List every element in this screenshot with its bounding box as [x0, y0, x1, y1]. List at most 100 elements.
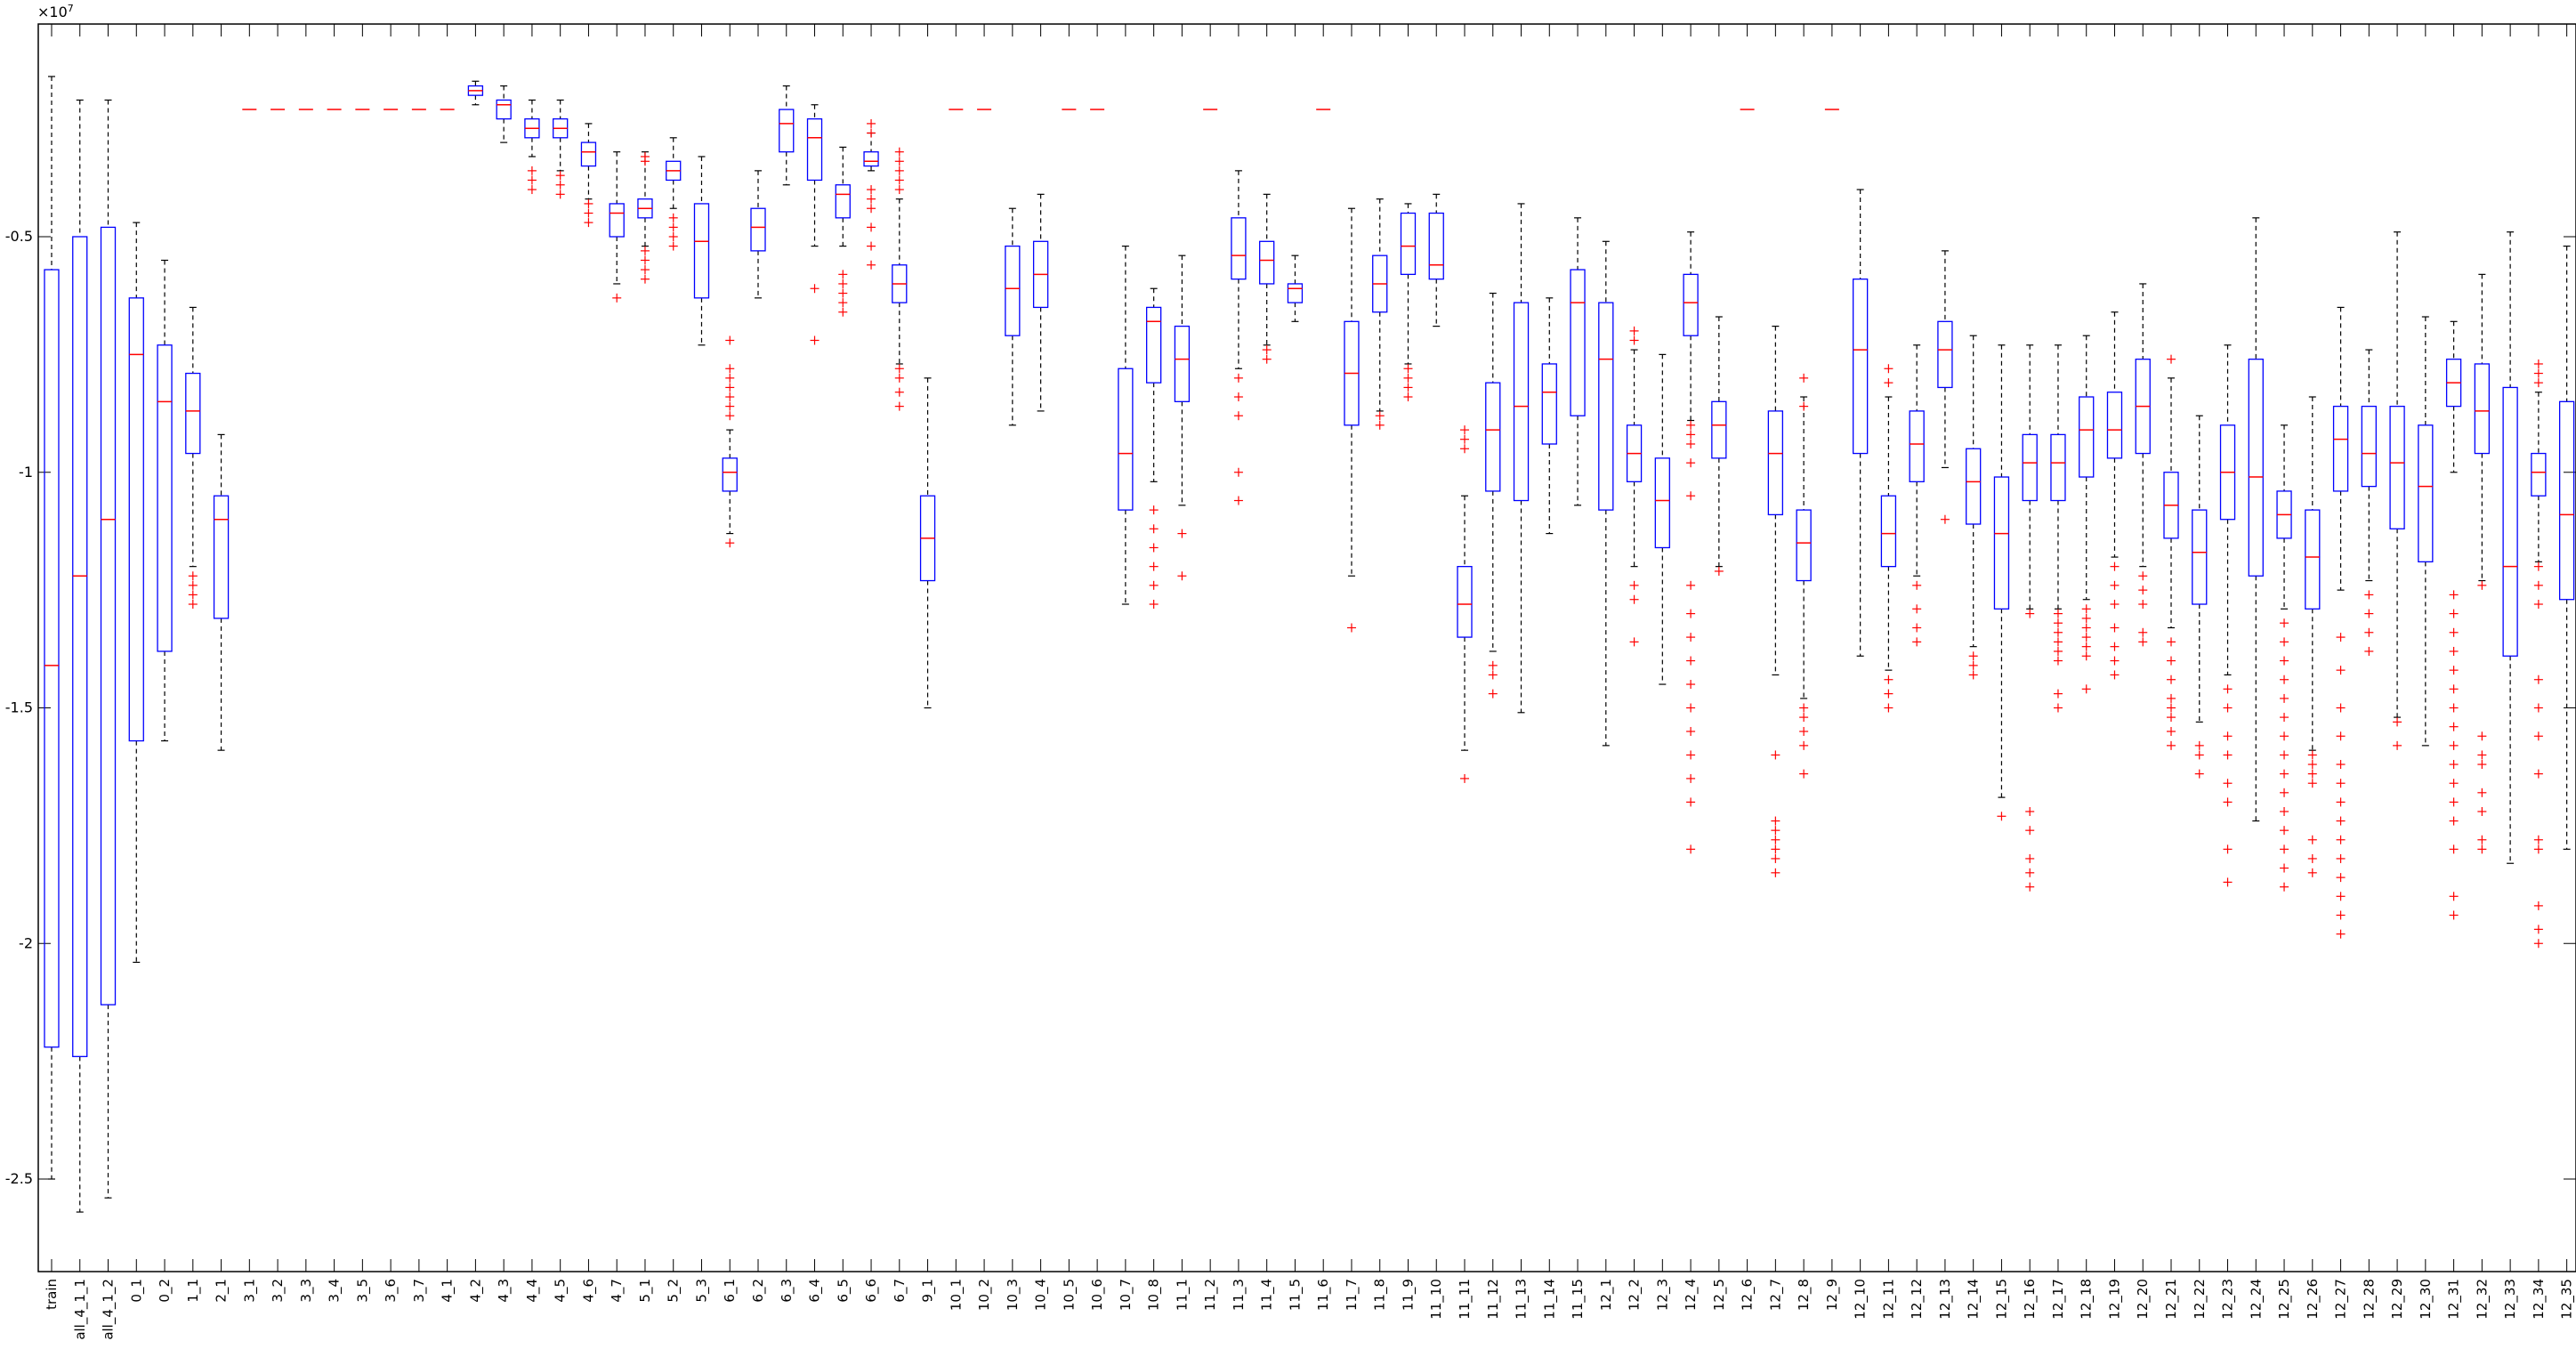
box-group	[128, 222, 144, 964]
x-tick-label: 12_22	[2192, 1279, 2209, 1320]
box-iqr	[2106, 392, 2123, 459]
outlier-marker	[188, 600, 198, 610]
outlier-marker	[2533, 901, 2543, 910]
y-exponent-power: 7	[68, 3, 74, 14]
outlier-marker	[2223, 731, 2233, 741]
outlier-marker	[2138, 586, 2148, 595]
outlier-marker	[2280, 863, 2289, 873]
outlier-marker	[2167, 354, 2176, 364]
box-group	[100, 99, 117, 1199]
outlier-marker	[1686, 580, 1696, 590]
x-tick-label: 12_25	[2276, 1279, 2293, 1320]
outlier-marker	[2307, 835, 2317, 844]
x-tick-label: 12_10	[1853, 1279, 1869, 1320]
x-tick-label: 12_11	[1880, 1279, 1897, 1320]
box-iqr	[1231, 217, 1247, 280]
x-tick-label: 1_1	[185, 1279, 202, 1303]
outlier-marker	[668, 232, 678, 241]
outlier-marker	[2477, 806, 2487, 816]
outlier-marker	[2053, 689, 2063, 699]
box-group	[2248, 217, 2264, 822]
x-tick-label: 6_1	[722, 1279, 739, 1303]
outlier-marker	[2081, 651, 2091, 661]
box-group	[609, 151, 625, 303]
x-tick-label: 11_8	[1372, 1279, 1389, 1311]
outlier-marker	[2364, 590, 2374, 600]
outlier-marker	[2223, 779, 2233, 788]
outlier-marker	[1686, 430, 1696, 440]
outlier-marker	[2081, 604, 2091, 614]
outlier-marker	[1233, 411, 1243, 421]
outlier-marker	[1375, 420, 1385, 430]
outlier-marker	[1149, 600, 1159, 610]
outlier-marker	[2533, 939, 2543, 949]
y-exponent-label: ×107	[37, 3, 74, 20]
x-tick-label: 12_27	[2333, 1279, 2350, 1320]
outlier-marker	[584, 218, 594, 228]
outlier-marker	[1686, 656, 1696, 666]
y-axis: -2.5 -2 -1.5 -1 -0.5	[5, 228, 2576, 1187]
outlier-marker	[668, 222, 678, 232]
outlier-marker	[2081, 613, 2091, 623]
x-tick-label: 12_23	[2220, 1279, 2237, 1320]
box-group	[2276, 424, 2292, 892]
x-tick-label: 3_2	[270, 1279, 287, 1303]
outlier-marker	[2336, 873, 2346, 883]
x-tick-label: 4_4	[524, 1279, 541, 1303]
x-tick-label: 2_1	[214, 1279, 230, 1303]
outlier-marker	[2336, 731, 2346, 741]
outlier-marker	[2336, 760, 2346, 770]
outlier-marker	[1177, 571, 1187, 581]
x-tick-label: 11_9	[1400, 1279, 1417, 1311]
x-tick-label: 6_4	[807, 1279, 824, 1303]
outlier-marker	[894, 373, 904, 383]
box-iqr	[2248, 359, 2264, 577]
box-iqr	[1711, 400, 1727, 459]
x-tick-label: 6_6	[863, 1279, 880, 1303]
x-tick-label: 3_7	[411, 1279, 428, 1303]
outlier-marker	[2280, 806, 2289, 816]
outlier-marker	[2280, 674, 2289, 684]
outlier-marker	[668, 241, 678, 251]
x-tick-label: 3_1	[241, 1279, 258, 1303]
box-group	[580, 123, 597, 228]
outlier-marker	[867, 260, 876, 270]
outlier-marker	[2280, 618, 2289, 628]
outlier-marker	[1686, 633, 1696, 642]
outlier-marker	[2533, 835, 2543, 844]
outlier-marker	[527, 185, 537, 195]
outlier-marker	[2053, 656, 2063, 666]
outlier-marker	[2081, 684, 2091, 694]
x-tick-label: 12_9	[1824, 1279, 1841, 1311]
outlier-marker	[1799, 703, 1809, 713]
outlier-marker	[1488, 689, 1498, 699]
x-tick-label: 12_28	[2361, 1279, 2378, 1320]
outlier-marker	[1884, 364, 1894, 374]
outlier-marker	[2533, 580, 2543, 590]
x-tick-label: 12_32	[2474, 1279, 2491, 1320]
outlier-marker	[1460, 434, 1469, 444]
outlier-marker	[1799, 726, 1809, 736]
x-tick-label: 9_1	[920, 1279, 937, 1303]
outlier-marker	[2138, 571, 2148, 581]
outlier-marker	[1771, 868, 1781, 877]
outlier-marker	[894, 147, 904, 157]
box-group	[1032, 193, 1049, 412]
outlier-marker	[2223, 877, 2233, 887]
outlier-marker	[2025, 882, 2035, 892]
outlier-marker	[2477, 760, 2487, 770]
box-iqr	[863, 151, 879, 167]
outlier-marker	[894, 401, 904, 411]
outlier-marker	[2336, 910, 2346, 920]
outlier-marker	[2307, 769, 2317, 779]
outlier-marker	[2053, 609, 2063, 618]
outlier-marker	[1149, 543, 1159, 553]
outlier-marker	[188, 571, 198, 581]
outlier-marker	[1686, 844, 1696, 854]
box-group	[2418, 316, 2434, 747]
x-tick-label: 12_13	[1937, 1279, 1954, 1320]
box-iqr	[1145, 306, 1162, 384]
box-group	[157, 259, 173, 742]
x-axis: train all_4_1_1 all_4_1_2 0_1 0_2 1_1 2_1 3_1 3_…	[44, 24, 2576, 1340]
outlier-marker	[1686, 750, 1696, 760]
